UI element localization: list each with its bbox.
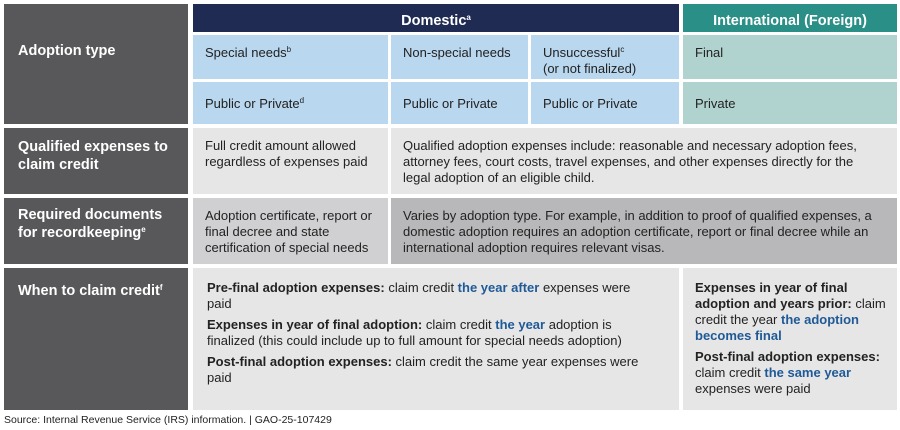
unsuccessful-text: Unsuccessful xyxy=(543,45,621,60)
public-private-note: d xyxy=(299,96,305,105)
intl-post-highlight: the same year xyxy=(764,365,852,380)
final-cell: Final xyxy=(683,35,897,79)
pre-final-text: claim credit xyxy=(384,280,458,295)
qualified-heading: Qualified expenses to claim credit xyxy=(4,128,188,194)
pre-final-bold: Pre-final adoption expenses: xyxy=(207,280,385,295)
final-text: Final xyxy=(695,45,724,60)
year-final-highlight: the year xyxy=(495,317,546,332)
intl-post-paragraph: Post-final adoption expenses: claim cred… xyxy=(695,349,887,397)
international-header-label: International (Foreign) xyxy=(713,13,867,29)
post-final-paragraph: Post-final adoption expenses: claim cred… xyxy=(207,354,649,386)
public-private-unsuccessful-cell: Public or Private xyxy=(531,82,679,124)
domestic-note: a xyxy=(466,13,471,22)
non-special-needs-text: Non-special needs xyxy=(403,45,511,60)
documents-others-cell: Varies by adoption type. For example, in… xyxy=(391,198,897,264)
when-domestic-cell: Pre-final adoption expenses: claim credi… xyxy=(193,268,679,410)
pre-final-paragraph: Pre-final adoption expenses: claim credi… xyxy=(207,280,649,312)
adoption-type-heading: Adoption type xyxy=(4,4,188,124)
year-final-bold: Expenses in year of final adoption: xyxy=(207,317,423,332)
when-note: f xyxy=(159,283,163,292)
qualified-others-text: Qualified adoption expenses include: rea… xyxy=(403,138,857,185)
adoption-type-label: Adoption type xyxy=(18,43,116,59)
domestic-header: Domestica xyxy=(193,4,679,32)
public-private-special-text: Public or Private xyxy=(205,96,300,111)
domestic-header-label: Domestic xyxy=(401,13,467,29)
documents-special-text: Adoption certificate, report or final de… xyxy=(205,208,372,255)
public-private-nonspecial-cell: Public or Private xyxy=(391,82,528,124)
unsuccessful-note: c xyxy=(620,45,625,54)
intl-post-bold: Post-final adoption expenses: xyxy=(695,349,880,364)
unsuccessful-sub-text: (or not finalized) xyxy=(543,61,637,76)
documents-label: Required documents for recordkeeping xyxy=(18,207,163,241)
private-cell: Private xyxy=(683,82,897,124)
public-private-nonspecial-text: Public or Private xyxy=(403,96,498,111)
documents-others-text: Varies by adoption type. For example, in… xyxy=(403,208,872,255)
special-needs-cell: Special needsb xyxy=(193,35,388,79)
non-special-needs-cell: Non-special needs xyxy=(391,35,528,79)
unsuccessful-cell: Unsuccessfulc (or not finalized) xyxy=(531,35,679,79)
special-needs-text: Special needs xyxy=(205,45,287,60)
public-private-unsuccessful-text: Public or Private xyxy=(543,96,638,111)
intl-year-highlight: the adoption becomes final xyxy=(695,312,859,343)
intl-post-text: claim credit xyxy=(695,365,765,380)
post-final-text: claim credit the same year expenses were… xyxy=(207,354,639,385)
qualified-label: Qualified expenses to claim credit xyxy=(18,139,168,173)
public-private-special-cell: Public or Privated xyxy=(193,82,388,124)
pre-final-tail: expenses were paid xyxy=(207,280,631,311)
qualified-special-text: Full credit amount allowed regardless of… xyxy=(205,138,368,169)
private-text: Private xyxy=(695,96,736,111)
post-final-bold: Post-final adoption expenses: xyxy=(207,354,392,369)
pre-final-highlight: the year after xyxy=(457,280,540,295)
qualified-others-cell: Qualified adoption expenses include: rea… xyxy=(391,128,897,194)
international-header: International (Foreign) xyxy=(683,4,897,32)
year-final-tail: adoption is finalized (this could includ… xyxy=(207,317,622,348)
documents-note: e xyxy=(141,225,146,234)
special-needs-note: b xyxy=(286,45,292,54)
when-international-cell: Expenses in year of final adoption and y… xyxy=(683,268,897,410)
documents-heading: Required documents for recordkeepinge xyxy=(4,198,188,264)
intl-year-bold: Expenses in year of final adoption and y… xyxy=(695,280,852,311)
qualified-special-cell: Full credit amount allowed regardless of… xyxy=(193,128,388,194)
intl-year-text: claim credit the year xyxy=(695,296,886,327)
documents-special-cell: Adoption certificate, report or final de… xyxy=(193,198,388,264)
when-label: When to claim credit xyxy=(18,283,160,299)
year-final-paragraph: Expenses in year of final adoption: clai… xyxy=(207,317,649,349)
source-note: Source: Internal Revenue Service (IRS) i… xyxy=(4,414,332,426)
when-heading: When to claim creditf xyxy=(4,268,188,410)
intl-year-paragraph: Expenses in year of final adoption and y… xyxy=(695,280,887,344)
intl-post-tail: expenses were paid xyxy=(695,381,811,396)
year-final-text: claim credit xyxy=(422,317,496,332)
